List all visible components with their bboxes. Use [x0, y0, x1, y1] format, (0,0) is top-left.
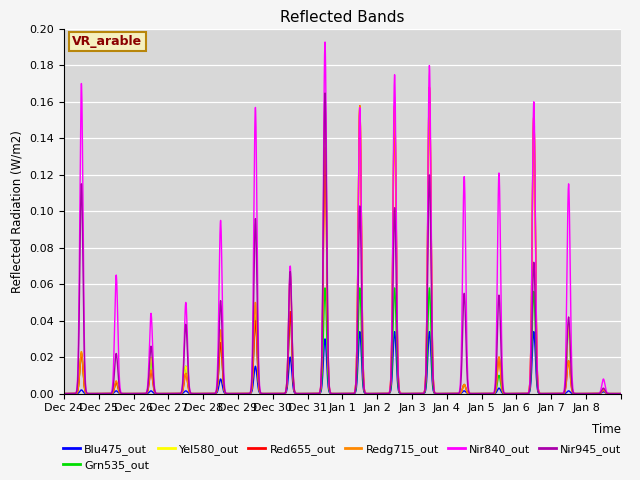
Red655_out [60, 391, 68, 396]
Blu475_out [532, 365, 540, 371]
Nir840_out [174, 391, 182, 396]
Nir840_out [499, 371, 506, 377]
Yel580_out [532, 274, 540, 280]
Grn535_out [426, 285, 433, 291]
Nir840_out [463, 344, 471, 349]
Line: Blu475_out: Blu475_out [64, 332, 621, 394]
Redg715_out [532, 274, 540, 280]
Nir945_out [174, 391, 182, 396]
Redg715_out [60, 391, 68, 396]
Yel580_out [617, 391, 625, 396]
Redg715_out [174, 391, 182, 396]
Red655_out [499, 387, 506, 393]
Yel580_out [611, 391, 618, 396]
Grn535_out [174, 391, 182, 396]
Red655_out [532, 274, 540, 280]
Yel580_out [499, 387, 506, 393]
Blu475_out [530, 329, 538, 335]
Line: Redg715_out: Redg715_out [64, 87, 621, 394]
Nir945_out [321, 90, 329, 96]
Blu475_out [174, 391, 182, 396]
Yel580_out [414, 391, 422, 396]
Y-axis label: Reflected Radiation (W/m2): Reflected Radiation (W/m2) [11, 130, 24, 293]
Blu475_out [463, 390, 470, 396]
Red655_out [617, 391, 625, 396]
Grn535_out [414, 391, 422, 396]
Grn535_out [617, 391, 625, 396]
Red655_out [611, 391, 618, 396]
Blu475_out [499, 390, 506, 396]
Grn535_out [60, 391, 68, 396]
Red655_out [463, 389, 471, 395]
Nir945_out [60, 391, 68, 396]
Line: Grn535_out: Grn535_out [64, 288, 621, 394]
Red655_out [414, 391, 422, 396]
Line: Red655_out: Red655_out [64, 87, 621, 394]
Legend: Blu475_out, Grn535_out, Yel580_out, Red655_out, Redg715_out, Nir840_out, Nir945_: Blu475_out, Grn535_out, Yel580_out, Red6… [59, 439, 626, 476]
Yel580_out [463, 389, 471, 395]
Grn535_out [463, 389, 471, 395]
Text: VR_arable: VR_arable [72, 35, 143, 48]
Nir945_out [532, 336, 540, 341]
Line: Nir945_out: Nir945_out [64, 93, 621, 394]
Title: Reflected Bands: Reflected Bands [280, 10, 404, 25]
Blu475_out [60, 391, 68, 396]
Yel580_out [426, 84, 433, 90]
Grn535_out [532, 348, 540, 354]
Blu475_out [611, 391, 618, 396]
Nir840_out [617, 391, 625, 396]
Blu475_out [617, 391, 625, 396]
Redg715_out [617, 391, 625, 396]
Nir945_out [611, 391, 618, 396]
Redg715_out [414, 391, 422, 396]
Nir945_out [617, 391, 625, 396]
Grn535_out [499, 389, 506, 395]
Redg715_out [463, 389, 471, 395]
Nir840_out [611, 391, 618, 396]
Blu475_out [414, 391, 422, 396]
Nir945_out [463, 369, 471, 375]
Redg715_out [499, 387, 506, 393]
Nir840_out [414, 391, 422, 396]
Line: Nir840_out: Nir840_out [64, 42, 621, 394]
Redg715_out [426, 84, 433, 90]
Grn535_out [611, 391, 618, 396]
Text: Time: Time [592, 423, 621, 436]
Red655_out [174, 391, 182, 396]
Yel580_out [60, 391, 68, 396]
Yel580_out [174, 391, 182, 396]
Nir840_out [60, 391, 68, 396]
Nir945_out [499, 382, 506, 388]
Redg715_out [611, 391, 618, 396]
Line: Yel580_out: Yel580_out [64, 87, 621, 394]
Nir840_out [321, 39, 329, 45]
Nir945_out [414, 391, 422, 396]
Nir840_out [532, 268, 540, 274]
Red655_out [426, 84, 433, 90]
